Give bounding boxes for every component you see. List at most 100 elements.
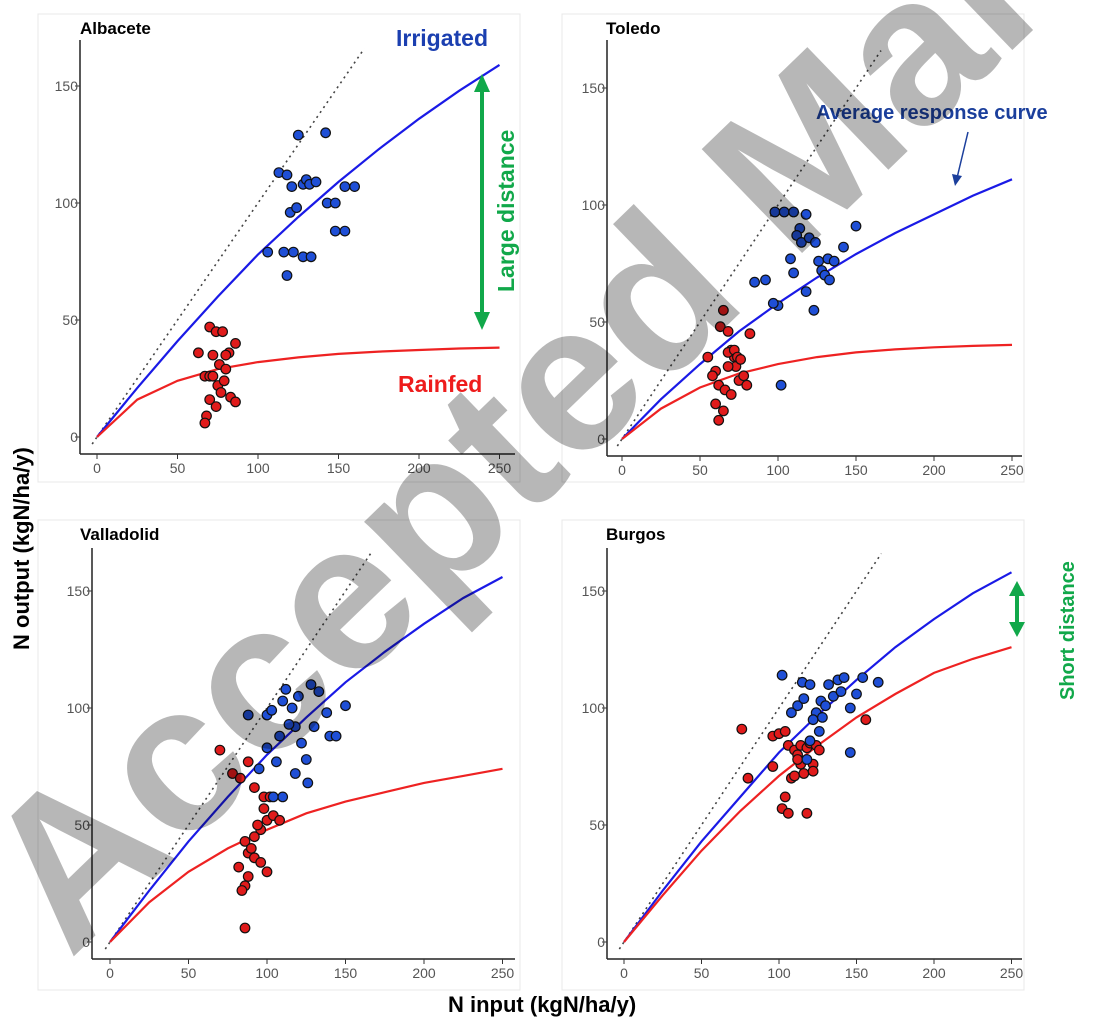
data-point-rainfed — [192, 347, 204, 359]
data-point-irrigated — [329, 225, 341, 237]
data-point-irrigated — [800, 208, 812, 220]
y-tick-label: 50 — [589, 817, 605, 833]
y-tick-label: 100 — [55, 195, 79, 211]
data-point-irrigated — [305, 679, 317, 690]
data-point-irrigated — [749, 276, 760, 288]
irrigated-label: Irrigated — [396, 25, 488, 51]
data-point-rainfed — [214, 744, 226, 756]
data-point-irrigated — [835, 686, 847, 697]
data-point-rainfed — [252, 819, 264, 831]
plot-valladolid: 0 50 100 150 200 250 0 50 100 150 — [67, 548, 515, 981]
data-point-irrigated — [330, 730, 342, 742]
panel-frame — [37, 519, 521, 991]
panel-title: Burgos — [606, 525, 666, 544]
data-point-rainfed — [217, 326, 229, 338]
data-point-irrigated — [851, 688, 862, 700]
data-point-irrigated — [785, 253, 796, 265]
data-point-rainfed — [274, 814, 286, 826]
x-tick-label: 250 — [1000, 965, 1024, 981]
data-point-irrigated — [801, 754, 813, 765]
x-tick-label: 150 — [327, 460, 351, 476]
data-point-irrigated — [321, 707, 333, 719]
x-tick-label: 150 — [334, 965, 358, 981]
data-point-rainfed — [215, 387, 227, 398]
data-point-irrigated — [823, 679, 834, 690]
y-axis-title: N output (kgN/ha/y) — [9, 447, 34, 650]
x-tick-label: 50 — [181, 965, 197, 981]
data-point-rainfed — [722, 326, 734, 337]
x-tick-label: 150 — [844, 462, 868, 478]
data-point-irrigated — [261, 742, 273, 754]
x-tick-label: 200 — [412, 965, 436, 981]
data-point-irrigated — [340, 700, 351, 712]
data-point-irrigated — [266, 704, 278, 716]
panel-title: Albacete — [80, 19, 151, 38]
data-point-rainfed — [860, 714, 872, 726]
panel-title: Valladolid — [80, 525, 159, 544]
x-tick-label: 50 — [694, 965, 710, 981]
data-point-rainfed — [707, 370, 718, 382]
x-tick-label: 0 — [618, 462, 626, 478]
arrow-up-icon — [1009, 581, 1025, 596]
data-point-irrigated — [796, 236, 807, 248]
data-point-rainfed — [792, 754, 803, 765]
data-point-irrigated — [349, 181, 361, 193]
data-point-rainfed — [230, 338, 241, 349]
x-tick-label: 200 — [922, 965, 946, 981]
x-axis-title: N input (kgN/ha/y) — [448, 992, 636, 1017]
x-tick-label: 100 — [766, 462, 790, 478]
data-point-rainfed — [718, 405, 729, 417]
one-to-one-line — [104, 553, 372, 950]
data-point-irrigated — [872, 676, 884, 688]
x-tick-label: 0 — [93, 460, 101, 476]
data-point-rainfed — [722, 361, 734, 372]
data-point-rainfed — [199, 417, 211, 429]
pointer-line — [956, 131, 969, 179]
data-point-rainfed — [798, 768, 810, 779]
data-point-irrigated — [291, 202, 303, 214]
data-point-irrigated — [339, 225, 351, 237]
panel-frame — [561, 13, 1025, 483]
arrow-down-icon — [474, 312, 490, 330]
data-point-irrigated — [828, 255, 840, 267]
data-point-irrigated — [292, 129, 304, 141]
y-tick-label: 150 — [55, 78, 79, 94]
data-point-rainfed — [261, 866, 273, 878]
data-point-irrigated — [817, 712, 828, 723]
data-point-rainfed — [236, 885, 248, 896]
data-point-irrigated — [857, 672, 869, 683]
data-point-irrigated — [281, 270, 293, 281]
data-point-irrigated — [329, 197, 341, 209]
y-tick-label: 100 — [67, 700, 91, 716]
data-point-rainfed — [218, 375, 230, 387]
y-tick-label: 150 — [67, 583, 91, 599]
panel-frame — [37, 13, 521, 483]
data-point-rainfed — [204, 394, 216, 406]
data-point-rainfed — [245, 843, 257, 854]
data-point-rainfed — [710, 398, 721, 410]
data-point-irrigated — [288, 246, 299, 258]
x-tick-label: 200 — [922, 462, 946, 478]
data-point-irrigated — [844, 702, 856, 714]
data-point-irrigated — [271, 756, 282, 768]
data-point-irrigated — [850, 220, 862, 232]
data-point-irrigated — [310, 176, 322, 188]
y-tick-label: 50 — [74, 817, 90, 833]
data-point-rainfed — [813, 744, 825, 756]
arrow-up-icon — [474, 74, 490, 92]
x-tick-label: 250 — [488, 460, 512, 476]
data-point-rainfed — [744, 328, 756, 340]
short-distance-arrow — [1009, 581, 1025, 637]
response-curve-irrigated — [621, 178, 1013, 440]
data-point-irrigated — [800, 286, 812, 298]
plot-burgos: 0 50 100 150 200 250 0 50 100 150 — [582, 548, 1024, 981]
data-point-irrigated — [286, 702, 298, 714]
data-point-rainfed — [242, 756, 254, 768]
data-point-rainfed — [239, 836, 251, 847]
avg-curve-label: Average response curve — [816, 102, 1048, 124]
data-point-irrigated — [788, 206, 799, 218]
data-point-rainfed — [702, 351, 714, 363]
response-curve-rainfed — [96, 346, 500, 438]
panel-toledo: Toledo — [561, 13, 1025, 483]
avg-curve-pointer — [952, 131, 969, 186]
